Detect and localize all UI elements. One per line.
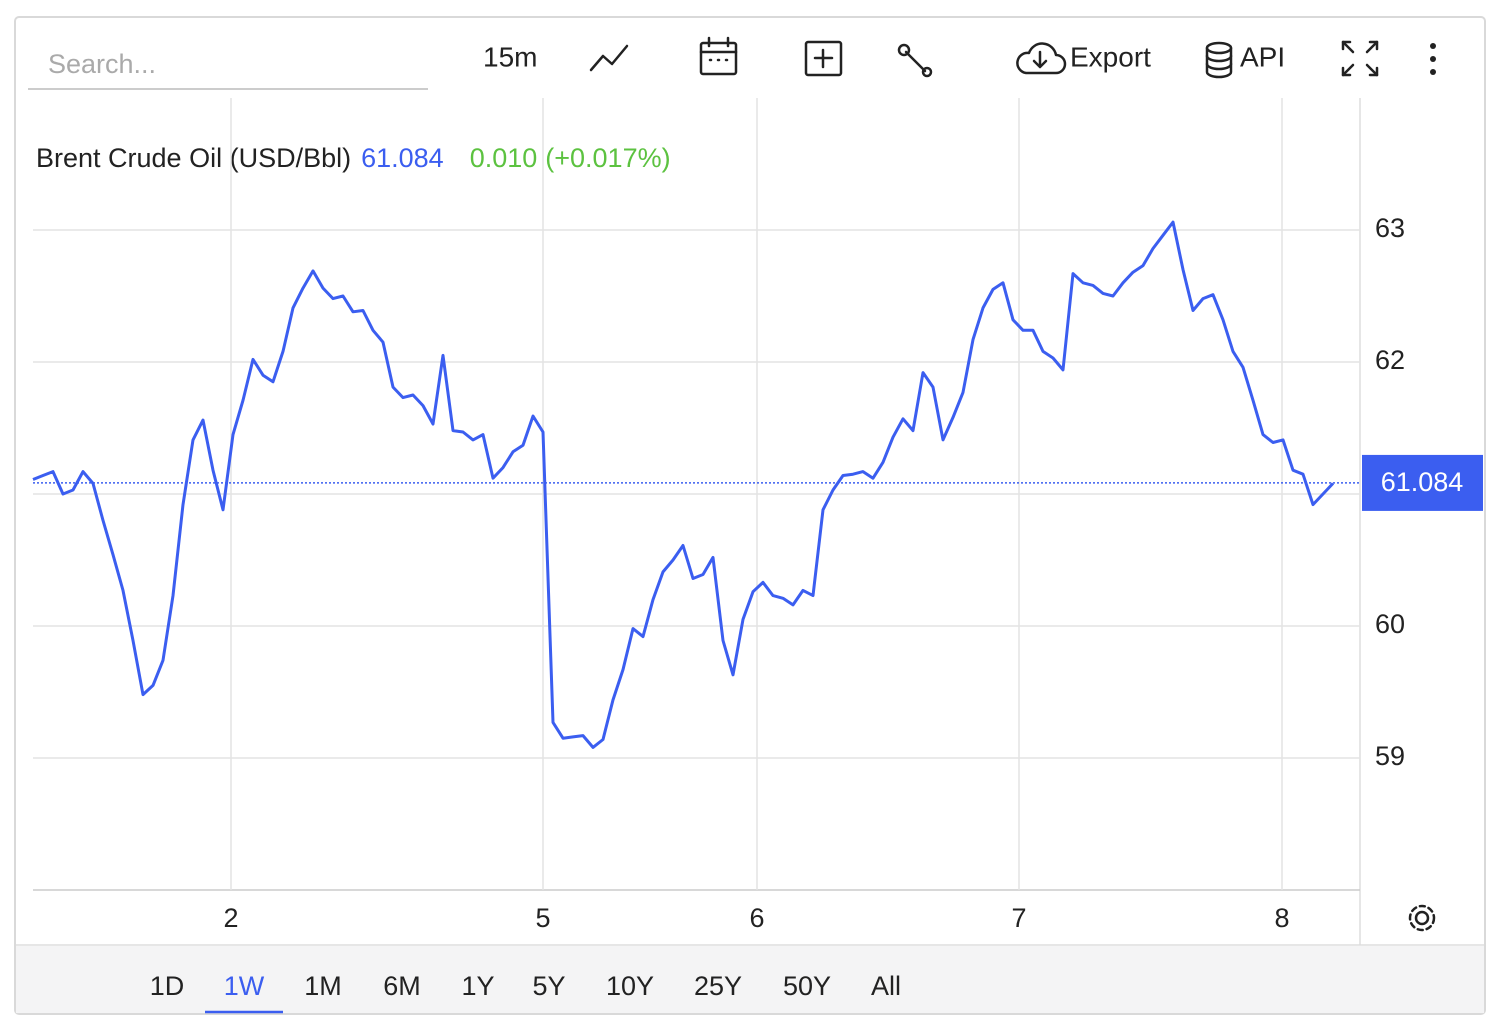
frame <box>14 16 1486 1015</box>
range-button[interactable]: 50Y <box>783 971 831 1001</box>
change-pct: (+0.017%) <box>545 143 670 173</box>
range-button[interactable]: 25Y <box>694 971 742 1001</box>
tools-icon[interactable] <box>897 43 933 78</box>
add-indicator-icon[interactable] <box>804 40 843 77</box>
api-button[interactable]: API <box>1240 41 1285 72</box>
y-tick-label: 60 <box>1375 609 1405 639</box>
y-tick-label: 62 <box>1375 345 1405 375</box>
export-icon[interactable] <box>1016 42 1067 75</box>
range-button[interactable]: 5Y <box>532 971 565 1001</box>
x-tick-label: 6 <box>749 903 764 933</box>
api-icon[interactable] <box>1205 41 1233 79</box>
plot <box>32 220 1335 749</box>
x-tick-label: 8 <box>1274 903 1289 933</box>
range-button[interactable]: 1D <box>150 971 185 1001</box>
range-button[interactable]: 1Y <box>461 971 494 1001</box>
x-tick-label: 2 <box>223 903 238 933</box>
calendar-icon[interactable] <box>699 36 738 76</box>
change: 0.010 <box>470 143 538 173</box>
chart-type-icon[interactable] <box>589 44 629 72</box>
range-button[interactable]: All <box>871 971 901 1001</box>
x-tick-label: 5 <box>535 903 550 933</box>
overlay: 61.084 <box>33 454 1483 511</box>
search-input[interactable]: Search... <box>48 49 156 79</box>
last-price-label: 61.084 <box>1381 467 1464 497</box>
series-name: Brent Crude Oil (USD/Bbl) <box>36 143 351 173</box>
settings-icon[interactable] <box>1408 904 1436 932</box>
menu-icon[interactable] <box>1430 43 1436 75</box>
y-tick-label: 63 <box>1375 213 1405 243</box>
range-button[interactable]: 1W <box>224 971 265 1001</box>
last-price: 61.084 <box>361 143 444 173</box>
interval-button[interactable]: 15m <box>483 41 537 72</box>
range-button[interactable]: 6M <box>383 971 421 1001</box>
fullscreen-icon[interactable] <box>1341 40 1379 77</box>
range-button[interactable]: 1M <box>304 971 342 1001</box>
range-bar <box>16 946 1484 1013</box>
last-price-box <box>1362 454 1483 511</box>
chart-header: Brent Crude Oil (USD/Bbl) 61.084 0.010 (+0.… <box>36 143 671 173</box>
export-button[interactable]: Export <box>1070 41 1151 72</box>
x-tick-label: 7 <box>1011 903 1026 933</box>
range-selector: 1D 1W 1M 6M 1Y 5Y 10Y 25Y 50Y All <box>150 971 901 1014</box>
y-tick-label: 59 <box>1375 741 1405 771</box>
range-button[interactable]: 10Y <box>606 971 654 1001</box>
price-line <box>32 220 1335 749</box>
